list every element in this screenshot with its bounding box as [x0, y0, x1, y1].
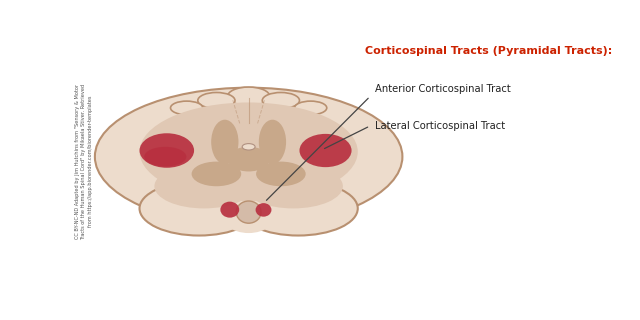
Ellipse shape [256, 162, 306, 186]
Ellipse shape [191, 162, 241, 186]
Ellipse shape [262, 92, 300, 108]
Text: Anterior Corticospinal Tract: Anterior Corticospinal Tract [375, 84, 511, 94]
Ellipse shape [228, 147, 269, 172]
Circle shape [242, 144, 255, 150]
Ellipse shape [140, 133, 194, 168]
Ellipse shape [144, 147, 186, 166]
Ellipse shape [154, 164, 253, 208]
Ellipse shape [198, 92, 235, 108]
Ellipse shape [95, 88, 403, 226]
Ellipse shape [300, 134, 351, 167]
Ellipse shape [239, 181, 358, 236]
Text: CC BY-NC-ND Adapted by Jim Hutchins from "Sensory & Motor
Tracts of the Human Sp: CC BY-NC-ND Adapted by Jim Hutchins from… [75, 84, 93, 240]
Ellipse shape [140, 102, 358, 201]
Ellipse shape [228, 87, 269, 106]
Ellipse shape [211, 120, 239, 164]
Ellipse shape [239, 188, 259, 212]
Ellipse shape [219, 189, 278, 233]
Ellipse shape [259, 120, 286, 164]
Ellipse shape [140, 181, 259, 236]
Ellipse shape [294, 101, 327, 115]
Ellipse shape [220, 202, 239, 218]
Ellipse shape [236, 201, 261, 223]
Ellipse shape [255, 203, 271, 217]
Text: Lateral Corticospinal Tract: Lateral Corticospinal Tract [375, 121, 505, 131]
Ellipse shape [170, 101, 203, 115]
Ellipse shape [244, 164, 343, 208]
Text: Corticospinal Tracts (Pyramidal Tracts):: Corticospinal Tracts (Pyramidal Tracts): [365, 46, 612, 56]
